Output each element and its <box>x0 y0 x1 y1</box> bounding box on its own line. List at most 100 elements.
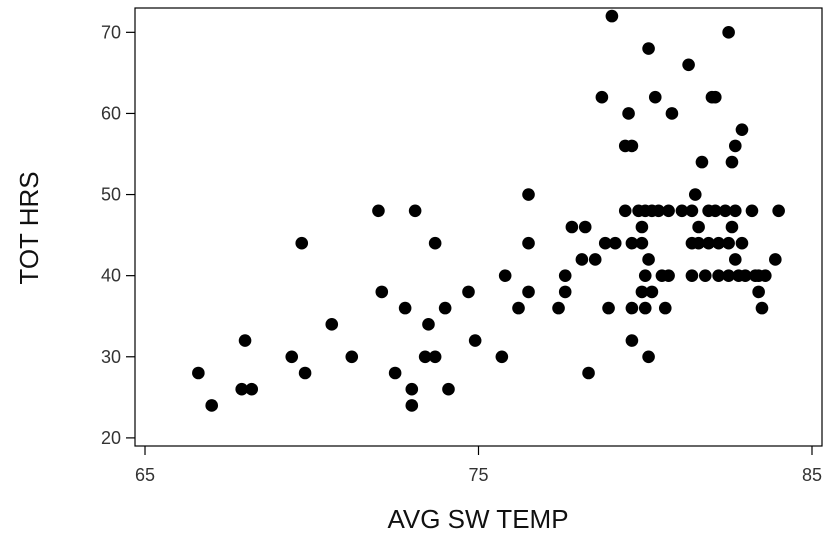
data-point <box>718 204 732 218</box>
data-point <box>728 204 742 218</box>
data-point <box>405 382 419 396</box>
data-point <box>462 285 475 299</box>
data-point <box>625 139 639 153</box>
data-point <box>642 350 655 364</box>
data-point <box>582 366 595 380</box>
data-point <box>698 269 712 282</box>
data-point <box>398 301 412 315</box>
data-points <box>192 9 785 412</box>
x-tick-label: 85 <box>802 465 822 485</box>
data-point <box>512 301 525 315</box>
data-point <box>578 220 592 234</box>
data-point <box>598 236 612 250</box>
data-point <box>495 350 509 364</box>
data-point <box>428 350 442 364</box>
data-point <box>422 318 435 331</box>
data-point <box>745 204 759 218</box>
data-point <box>759 269 772 282</box>
data-point <box>625 236 639 250</box>
data-point <box>692 220 705 234</box>
data-point <box>618 204 632 218</box>
data-point <box>738 269 752 282</box>
y-axis: 20 30 40 50 60 70 <box>101 22 135 448</box>
data-point <box>752 285 765 299</box>
plot-frame <box>134 7 823 447</box>
data-point <box>558 269 572 282</box>
data-point <box>558 285 572 299</box>
data-point <box>769 253 782 266</box>
x-tick-label: 75 <box>468 465 488 485</box>
x-tick-label: 65 <box>135 465 155 485</box>
y-tick-label: 70 <box>101 22 121 42</box>
data-point <box>285 350 299 364</box>
y-tick-label: 60 <box>101 103 121 123</box>
data-point <box>722 26 735 39</box>
data-point <box>658 301 672 315</box>
data-point <box>408 204 422 218</box>
data-point <box>575 253 589 266</box>
data-point <box>662 269 675 282</box>
data-point <box>735 236 749 250</box>
data-point <box>642 253 655 266</box>
data-point <box>635 236 649 250</box>
data-point <box>652 204 665 218</box>
data-point <box>685 269 699 282</box>
data-point <box>605 9 619 23</box>
data-point <box>728 139 742 153</box>
data-point <box>522 188 535 201</box>
data-point <box>192 366 205 380</box>
data-point <box>735 123 749 136</box>
data-point <box>665 107 679 120</box>
data-point <box>682 58 695 72</box>
data-point <box>635 220 649 234</box>
data-point <box>708 204 722 218</box>
x-axis-label: AVG SW TEMP <box>387 504 568 534</box>
data-point <box>298 366 312 380</box>
data-point <box>522 236 535 250</box>
data-point <box>205 399 219 412</box>
data-point <box>638 269 652 282</box>
data-point <box>438 301 452 315</box>
data-point <box>442 382 455 396</box>
data-point <box>645 285 659 299</box>
data-point <box>662 204 675 218</box>
data-point <box>728 253 742 266</box>
x-axis: 65 75 85 <box>135 446 822 485</box>
data-point <box>565 220 579 234</box>
data-point <box>588 253 602 266</box>
data-point <box>245 382 259 396</box>
data-point <box>388 366 402 380</box>
data-point <box>688 188 702 201</box>
data-point <box>235 382 249 396</box>
y-tick-label: 50 <box>101 185 121 205</box>
data-point <box>648 90 662 104</box>
data-point <box>695 155 709 169</box>
data-point <box>725 155 739 169</box>
data-point <box>635 285 649 299</box>
data-point <box>708 90 722 104</box>
y-axis-label: TOT HRS <box>14 171 44 284</box>
data-point <box>722 236 735 250</box>
y-tick-label: 20 <box>101 428 121 448</box>
data-point <box>375 285 389 299</box>
data-point <box>712 236 725 250</box>
data-point <box>428 236 442 250</box>
data-point <box>772 204 785 218</box>
data-point <box>295 236 309 250</box>
data-point <box>608 236 622 250</box>
data-point <box>522 285 535 299</box>
data-point <box>372 204 385 218</box>
data-point <box>468 334 482 347</box>
data-point <box>685 204 699 218</box>
data-point <box>625 301 639 315</box>
data-point <box>552 301 565 315</box>
y-tick-label: 30 <box>101 347 121 367</box>
data-point <box>722 269 735 282</box>
data-point <box>755 301 769 315</box>
y-tick-label: 40 <box>101 266 121 286</box>
data-point <box>702 236 715 250</box>
data-point <box>692 236 705 250</box>
data-point <box>325 318 339 331</box>
data-point <box>405 399 419 412</box>
